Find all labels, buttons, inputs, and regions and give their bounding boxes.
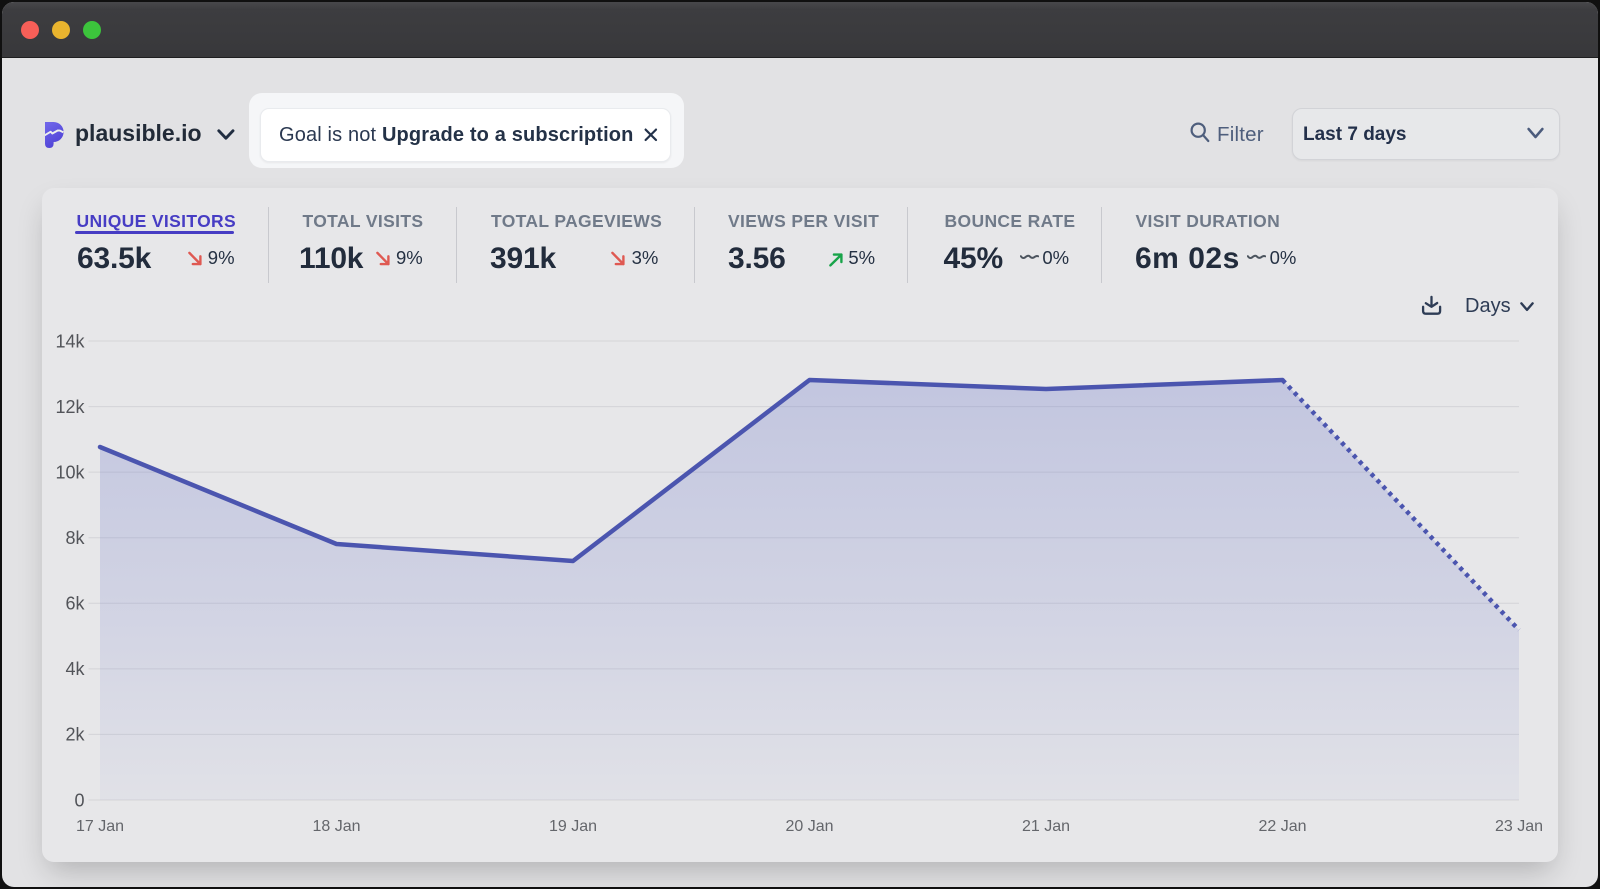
svg-text:6k: 6k <box>65 594 85 614</box>
svg-text:12k: 12k <box>55 397 85 417</box>
svg-text:19 Jan: 19 Jan <box>549 818 597 835</box>
svg-text:17 Jan: 17 Jan <box>76 818 124 835</box>
svg-text:4k: 4k <box>65 659 85 679</box>
svg-text:22 Jan: 22 Jan <box>1258 818 1306 835</box>
svg-text:8k: 8k <box>65 528 85 548</box>
svg-text:20 Jan: 20 Jan <box>785 818 833 835</box>
svg-text:18 Jan: 18 Jan <box>312 818 360 835</box>
svg-text:10k: 10k <box>55 462 85 482</box>
svg-text:2k: 2k <box>65 725 85 745</box>
svg-text:14k: 14k <box>55 331 85 351</box>
svg-text:21 Jan: 21 Jan <box>1022 818 1070 835</box>
svg-text:23 Jan: 23 Jan <box>1495 818 1543 835</box>
svg-text:0: 0 <box>74 790 84 810</box>
